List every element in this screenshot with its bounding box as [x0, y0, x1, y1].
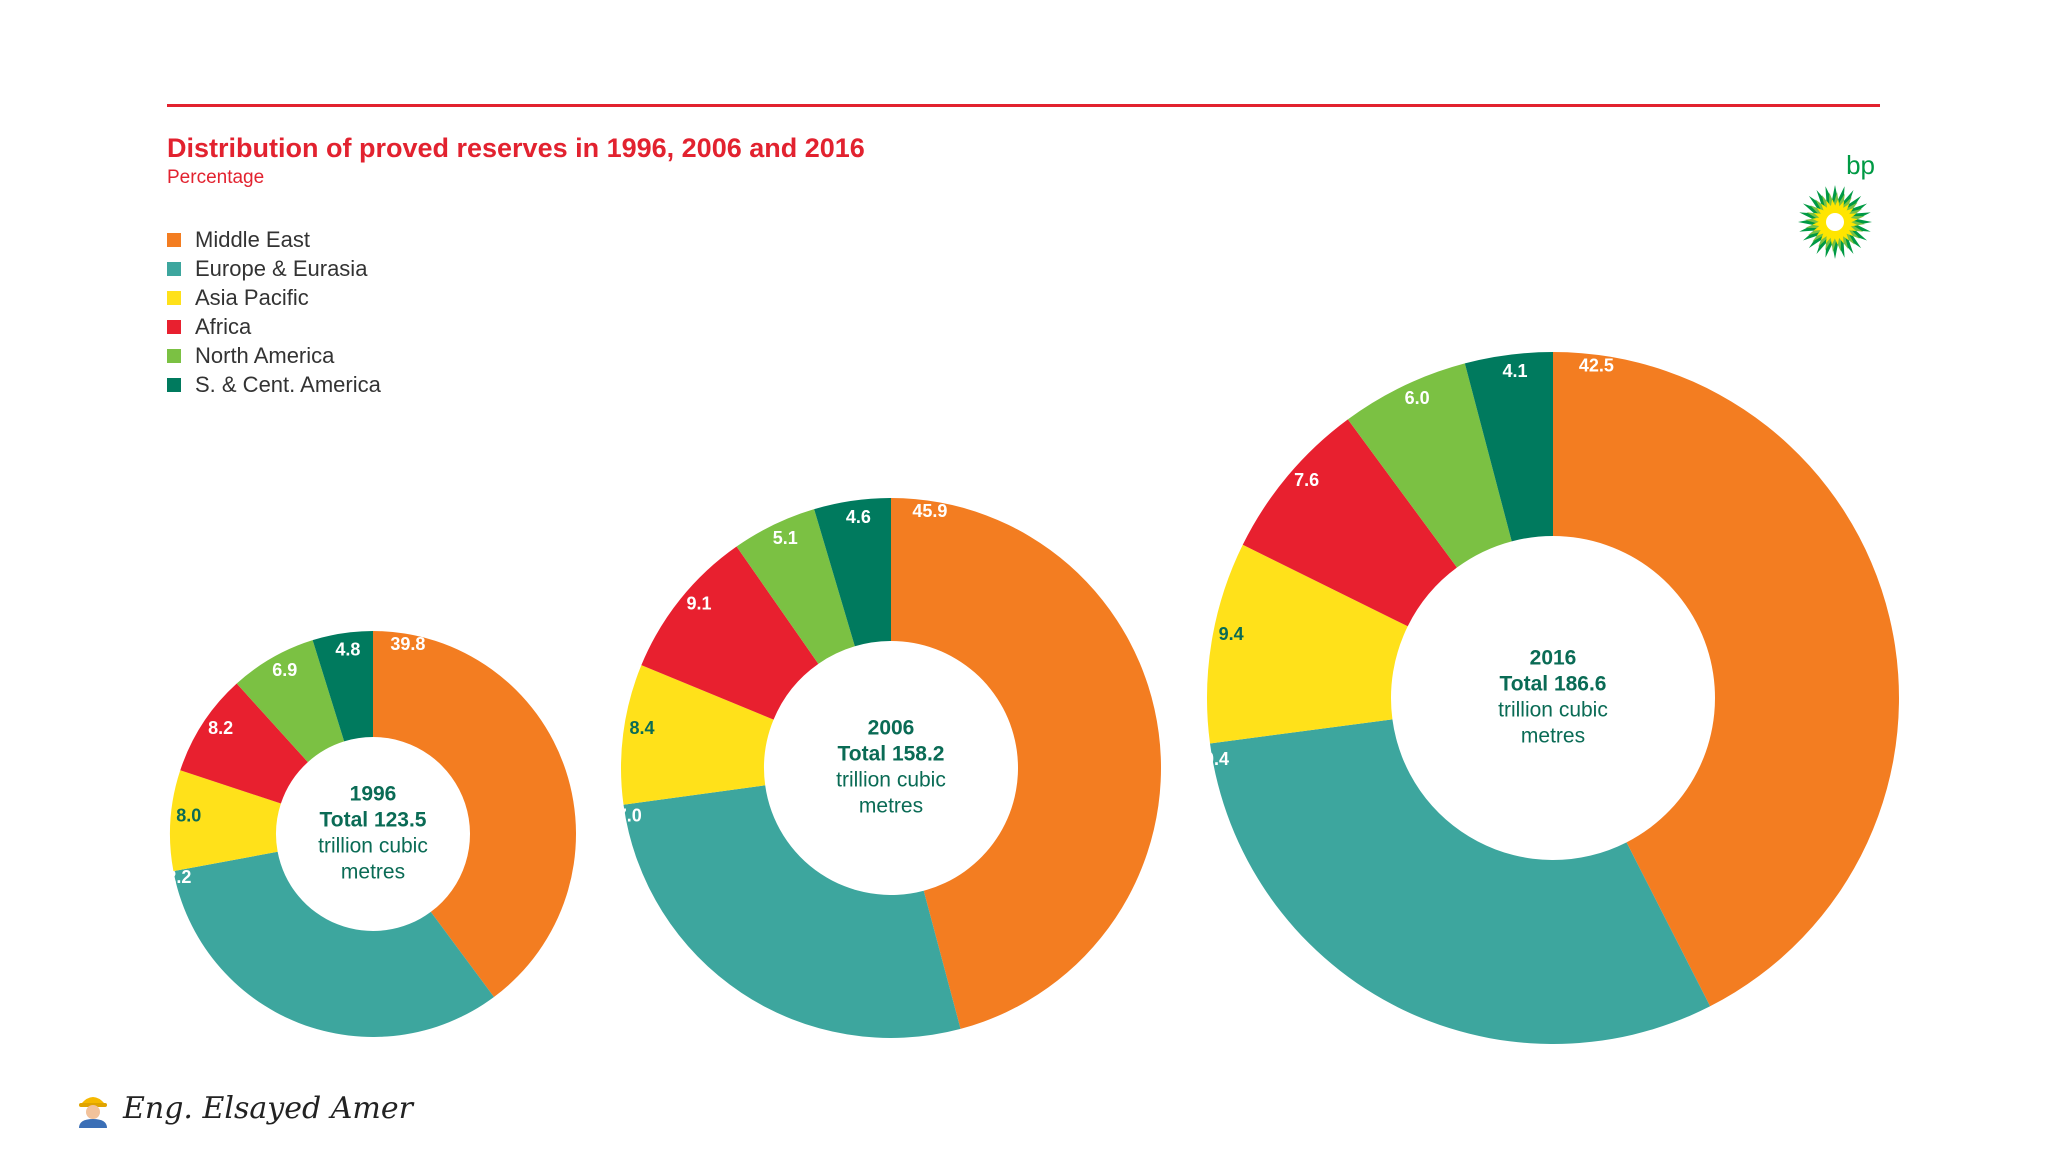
legend-item-europe-eurasia: Europe & Eurasia — [167, 254, 381, 283]
donut-slice-2016-1 — [1210, 719, 1711, 1044]
legend-swatch — [167, 261, 181, 276]
donut-data-label: 30.4 — [1194, 749, 1229, 769]
donut-slice-2016-3 — [1242, 419, 1457, 627]
chart-subtitle: Percentage — [167, 167, 265, 188]
bp-helios-logo-icon — [1798, 185, 1872, 259]
legend-label: Africa — [195, 313, 252, 339]
donut-data-label: 4.6 — [846, 507, 871, 527]
donut-slice-2006-5 — [814, 498, 891, 647]
legend-item-africa: Africa — [167, 312, 381, 341]
legend-item-middle-east: Middle East — [167, 225, 381, 254]
donut-slice-1996-0 — [373, 631, 576, 998]
bp-logo: bp — [1795, 150, 1875, 260]
donut-center-text: trillion cubic — [318, 835, 428, 858]
chart-title: Distribution of proved reserves in 1996,… — [167, 133, 865, 163]
donut-slice-1996-1 — [173, 851, 494, 1037]
legend-label: S. & Cent. America — [195, 371, 381, 397]
legend-label: Asia Pacific — [195, 284, 309, 310]
donut-data-label: 7.6 — [1294, 470, 1319, 490]
signature: Eng. Elsayed Amer — [75, 1088, 413, 1128]
donut-data-label: 45.9 — [912, 501, 947, 521]
legend-swatch — [167, 377, 181, 392]
donut-data-label: 9.1 — [687, 593, 712, 613]
legend-swatch — [167, 348, 181, 363]
donut-slice-1996-4 — [236, 640, 345, 763]
donut-slice-2006-0 — [891, 498, 1162, 1029]
donut-center-text: 1996 — [350, 783, 397, 806]
donut-center-text: metres — [1521, 725, 1585, 748]
donut-slice-2016-2 — [1207, 544, 1408, 744]
donut-data-label: 8.2 — [208, 718, 233, 738]
legend-swatch — [167, 232, 181, 247]
donut-data-label: 32.2 — [156, 867, 191, 887]
legend-item-north-america: North America — [167, 341, 381, 370]
signature-text: Eng. Elsayed Amer — [123, 1090, 413, 1126]
donut-slice-1996-5 — [312, 631, 373, 742]
legend-item-asia-pacific: Asia Pacific — [167, 283, 381, 312]
legend-label: Middle East — [195, 226, 310, 252]
legend: Middle East Europe & Eurasia Asia Pacifi… — [167, 225, 381, 399]
donut-slice-2006-2 — [621, 665, 774, 805]
donut-data-label: 8.0 — [176, 806, 201, 826]
donut-center-text: trillion cubic — [1498, 699, 1608, 722]
donut-slice-1996-2 — [169, 770, 281, 872]
donut-data-label: 42.5 — [1579, 355, 1614, 375]
legend-swatch — [167, 319, 181, 334]
donut-data-label: 5.1 — [773, 528, 798, 548]
donut-center-text: Total 186.6 — [1500, 673, 1607, 696]
donut-center-text: trillion cubic — [836, 769, 946, 792]
donut-slice-2006-4 — [736, 509, 855, 664]
donut-data-label: 9.4 — [1219, 624, 1244, 644]
donut-data-label: 4.8 — [335, 639, 360, 659]
donut-data-label: 6.9 — [272, 660, 297, 680]
donut-slice-2016-0 — [1553, 352, 1899, 1007]
donut-slice-1996-3 — [180, 683, 308, 804]
donut-center-text: metres — [859, 795, 923, 818]
donut-slice-2006-1 — [623, 785, 961, 1038]
worker-icon — [79, 1097, 107, 1128]
legend-label: Europe & Eurasia — [195, 255, 368, 281]
header-rule — [167, 104, 1880, 107]
donut-data-label: 6.0 — [1405, 388, 1430, 408]
donut-slice-2006-3 — [641, 546, 819, 720]
donut-center-text: metres — [341, 861, 405, 884]
donut-data-label: 8.4 — [629, 718, 654, 738]
donut-slice-2016-5 — [1464, 352, 1553, 542]
donut-data-label: 27.0 — [607, 806, 642, 826]
donut-data-label: 39.8 — [390, 634, 425, 654]
donut-data-label: 4.1 — [1503, 361, 1528, 381]
donut-slice-2016-4 — [1347, 363, 1512, 568]
donut-center-text: 2016 — [1530, 647, 1577, 670]
bp-wordmark: bp — [1846, 150, 1875, 180]
donut-center-text: Total 123.5 — [320, 809, 427, 832]
legend-swatch — [167, 290, 181, 305]
legend-label: North America — [195, 342, 335, 368]
legend-item-s-cent-america: S. & Cent. America — [167, 370, 381, 399]
donut-center-text: 2006 — [868, 717, 915, 740]
donut-center-text: Total 158.2 — [838, 743, 945, 766]
